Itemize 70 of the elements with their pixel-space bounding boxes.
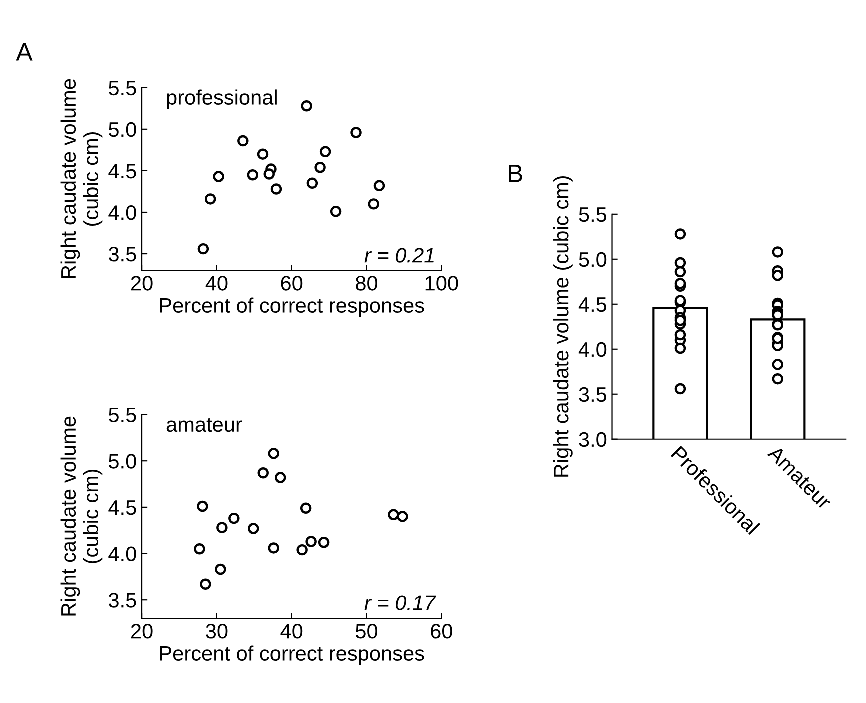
- point: [374, 180, 386, 192]
- point: [330, 206, 342, 218]
- y-tick-label: 3.5: [579, 387, 607, 402]
- y-tick-label: 5.0: [109, 454, 136, 469]
- y-axis-title: Right caudate volume (cubic cm): [60, 79, 103, 278]
- point: [388, 509, 400, 520]
- text: B: [509, 165, 522, 182]
- x-tick-label: 60: [431, 624, 452, 639]
- point: [318, 537, 330, 548]
- y-tick-label: 4.5: [108, 500, 136, 516]
- point: [197, 500, 208, 512]
- point: [238, 135, 249, 147]
- y-tick-label: 5.0: [109, 122, 136, 138]
- point: [306, 536, 317, 548]
- y-tick-label: 3.0: [579, 432, 607, 448]
- point: [268, 448, 280, 460]
- annotation: r = 0.17: [364, 596, 436, 610]
- y-tick-label: 4.0: [108, 546, 136, 562]
- point: [198, 243, 210, 255]
- point: [194, 544, 206, 555]
- point: [296, 544, 308, 556]
- x-tick-label: 30: [206, 624, 228, 639]
- y-tick-label: 4.5: [108, 164, 136, 179]
- point: [270, 184, 282, 195]
- point: [213, 171, 224, 182]
- point: [215, 564, 226, 576]
- y-tick-label: 4.0: [578, 342, 607, 358]
- point: [268, 542, 280, 554]
- point: [350, 127, 362, 138]
- x-tick-label: 50: [356, 624, 378, 639]
- point: [248, 523, 260, 534]
- point: [397, 511, 408, 522]
- point: [306, 178, 318, 190]
- y-tick-label: 5.0: [579, 252, 607, 268]
- x-tick-label: 20: [131, 276, 153, 291]
- x-axis-title: Percent of correct responses: [160, 646, 424, 666]
- y-axis-title: Right caudate volume (cubic cm): [553, 176, 573, 477]
- x-axis-title: Percent of correct responses: [160, 298, 424, 318]
- y-tick-label: 5.5: [109, 408, 136, 423]
- point: [247, 170, 258, 181]
- chart-title: amateur: [166, 418, 242, 432]
- point: [228, 512, 240, 524]
- y-tick-label: 4.5: [578, 298, 607, 312]
- y-tick-label: 4.0: [108, 206, 136, 220]
- chart-title: professional: [167, 90, 277, 110]
- y-tick-label: 5.5: [109, 81, 136, 96]
- point: [368, 198, 380, 210]
- point: [204, 194, 216, 205]
- x-tick-label: 40: [280, 624, 303, 639]
- x-tick-label: 20: [131, 624, 153, 639]
- point: [258, 468, 269, 479]
- y-tick-label: 5.5: [579, 208, 607, 222]
- point: [264, 168, 275, 180]
- annotation: r = 0.21: [364, 248, 434, 263]
- x-tick-label: 100: [426, 276, 458, 291]
- x-tick-label: 80: [356, 276, 378, 291]
- y-axis-title: Right caudate volume (cubic cm): [60, 416, 103, 616]
- x-tick-label: 40: [206, 276, 228, 291]
- text: A: [16, 44, 33, 61]
- x-tick-label: 60: [281, 276, 303, 291]
- point: [216, 522, 228, 534]
- point: [257, 148, 269, 160]
- point: [320, 146, 332, 158]
- point: [300, 502, 312, 514]
- point: [301, 100, 312, 112]
- y-tick-label: 3.5: [109, 247, 136, 262]
- point: [314, 162, 326, 174]
- point: [200, 578, 212, 590]
- y-tick-label: 3.5: [109, 593, 136, 608]
- point: [274, 472, 286, 484]
